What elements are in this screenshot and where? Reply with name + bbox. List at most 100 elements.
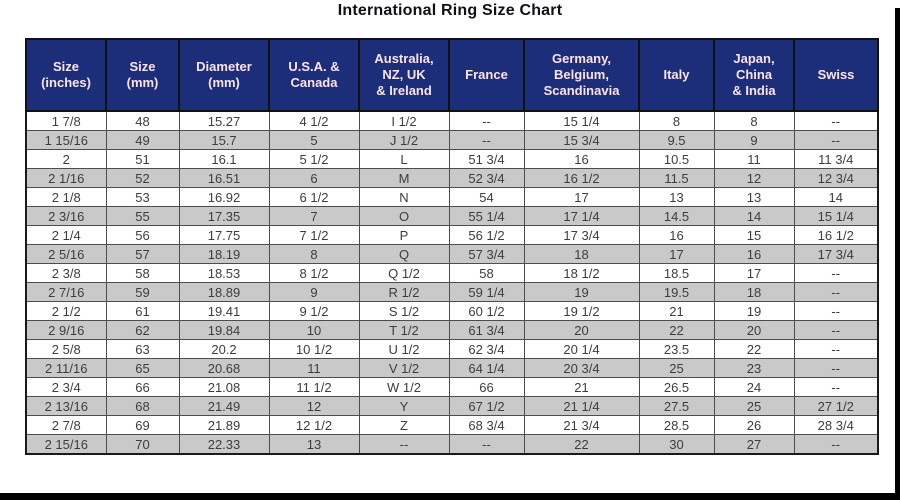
table-cell: 8 <box>638 110 715 131</box>
table-cell: 17 <box>523 187 640 207</box>
column-header: Italy <box>638 38 715 112</box>
table-cell: 1 7/8 <box>25 110 107 131</box>
page-title: International Ring Size Chart <box>337 2 563 19</box>
table-cell: 2 11/16 <box>25 358 107 378</box>
table-cell: 2 3/4 <box>25 377 107 397</box>
table-cell: 5 <box>268 130 360 150</box>
table-cell: W 1/2 <box>358 377 450 397</box>
table-cell: V 1/2 <box>358 358 450 378</box>
table-cell: 16.92 <box>178 187 270 207</box>
table-row: 1 15/16 49 15.7 5 J 1/2 -- 15 3/4 9.5 9 -- <box>25 130 879 150</box>
table-cell: 15.7 <box>178 130 270 150</box>
table-cell: 19.5 <box>638 282 715 302</box>
table-cell: 63 <box>105 339 180 359</box>
table-cell: 22 <box>523 434 640 455</box>
table-cell: 17 3/4 <box>793 244 879 264</box>
table-row: 2 5/8 63 20.2 10 1/2 U 1/2 62 3/4 20 1/4 23.5 22… <box>25 339 879 359</box>
table-cell: 7 <box>268 206 360 226</box>
table-cell: 17.35 <box>178 206 270 226</box>
table-row: 2 9/16 62 19.84 10 T 1/2 61 3/4 20 22 20 -- <box>25 320 879 340</box>
table-cell: 2 7/8 <box>25 415 107 435</box>
table-cell: 18 <box>713 282 795 302</box>
table-cell: 2 9/16 <box>25 320 107 340</box>
table-cell: 28.5 <box>638 415 715 435</box>
table-cell: 27 1/2 <box>793 396 879 416</box>
table-cell: 10 <box>268 320 360 340</box>
table-cell: 62 <box>105 320 180 340</box>
table-cell: 68 <box>105 396 180 416</box>
table-cell: 21.49 <box>178 396 270 416</box>
table-row: 2 1/4 56 17.75 7 1/2 P 56 1/2 17 3/4 16 15 16 1/2 <box>25 225 879 245</box>
table-row: 2 13/16 68 21.49 12 Y 67 1/2 21 1/4 27.5 25 27 1/… <box>25 396 879 416</box>
table-body: 1 7/8 48 15.27 4 1/2 I 1/2 -- 15 1/4 8 8 -- 1 15/1… <box>25 110 879 455</box>
table-cell: 30 <box>638 434 715 455</box>
table-cell: S 1/2 <box>358 301 450 321</box>
image-border-right <box>895 8 900 500</box>
table-cell: 7 1/2 <box>268 225 360 245</box>
table-cell: 61 3/4 <box>448 320 525 340</box>
table-cell: 15 3/4 <box>523 130 640 150</box>
table-cell: 4 1/2 <box>268 110 360 131</box>
table-cell: 25 <box>713 396 795 416</box>
column-header: Australia, NZ, UK & Ireland <box>358 38 450 112</box>
table-cell: 14.5 <box>638 206 715 226</box>
table-cell: 26.5 <box>638 377 715 397</box>
table-cell: 26 <box>713 415 795 435</box>
table-cell: 16 1/2 <box>523 168 640 188</box>
table-cell: 16.51 <box>178 168 270 188</box>
table-cell: 2 1/4 <box>25 225 107 245</box>
table-cell: 66 <box>448 377 525 397</box>
table-cell: 22 <box>713 339 795 359</box>
table-cell: 2 7/16 <box>25 282 107 302</box>
column-header: Diameter (mm) <box>178 38 270 112</box>
table-cell: 69 <box>105 415 180 435</box>
table-cell: 8 <box>713 110 795 131</box>
table-row: 2 51 16.1 5 1/2 L 51 3/4 16 10.5 11 11 3/4 <box>25 149 879 169</box>
table-cell: 1 15/16 <box>25 130 107 150</box>
table-cell: Z <box>358 415 450 435</box>
table-cell: 16.1 <box>178 149 270 169</box>
table-cell: 21.08 <box>178 377 270 397</box>
table-cell: 9 <box>268 282 360 302</box>
table-cell: 57 <box>105 244 180 264</box>
table-row: 2 1/2 61 19.41 9 1/2 S 1/2 60 1/2 19 1/2 21 19 -- <box>25 301 879 321</box>
column-header: Swiss <box>793 38 879 112</box>
table-cell: 27.5 <box>638 396 715 416</box>
table-cell: 15.27 <box>178 110 270 131</box>
table-cell: 16 <box>638 225 715 245</box>
table-cell: 21 <box>638 301 715 321</box>
table-cell: I 1/2 <box>358 110 450 131</box>
table-cell: 11 <box>713 149 795 169</box>
table-cell: 8 <box>268 244 360 264</box>
table-cell: J 1/2 <box>358 130 450 150</box>
table-cell: 20.2 <box>178 339 270 359</box>
table-cell: 48 <box>105 110 180 131</box>
table-cell: M <box>358 168 450 188</box>
table-cell: 53 <box>105 187 180 207</box>
table-cell: 2 5/8 <box>25 339 107 359</box>
table-cell: 23.5 <box>638 339 715 359</box>
column-header: U.S.A. & Canada <box>268 38 360 112</box>
table-cell: -- <box>793 358 879 378</box>
table-row: 1 7/8 48 15.27 4 1/2 I 1/2 -- 15 1/4 8 8 -- <box>25 110 879 131</box>
table-cell: 27 <box>713 434 795 455</box>
table-cell: 20 3/4 <box>523 358 640 378</box>
table-cell: 55 <box>105 206 180 226</box>
table-cell: Y <box>358 396 450 416</box>
table-cell: 17 1/4 <box>523 206 640 226</box>
table-cell: 13 <box>638 187 715 207</box>
table-cell: 9.5 <box>638 130 715 150</box>
table-cell: 9 <box>713 130 795 150</box>
column-header: France <box>448 38 525 112</box>
table-cell: 2 15/16 <box>25 434 107 455</box>
table-cell: 19.41 <box>178 301 270 321</box>
table-cell: 15 <box>713 225 795 245</box>
table-row: 2 3/16 55 17.35 7 O 55 1/4 17 1/4 14.5 14 15 1/4 <box>25 206 879 226</box>
table-cell: 67 1/2 <box>448 396 525 416</box>
table-cell: 11 1/2 <box>268 377 360 397</box>
table-cell: 57 3/4 <box>448 244 525 264</box>
table-cell: 68 3/4 <box>448 415 525 435</box>
table-cell: 2 5/16 <box>25 244 107 264</box>
table-cell: 6 1/2 <box>268 187 360 207</box>
